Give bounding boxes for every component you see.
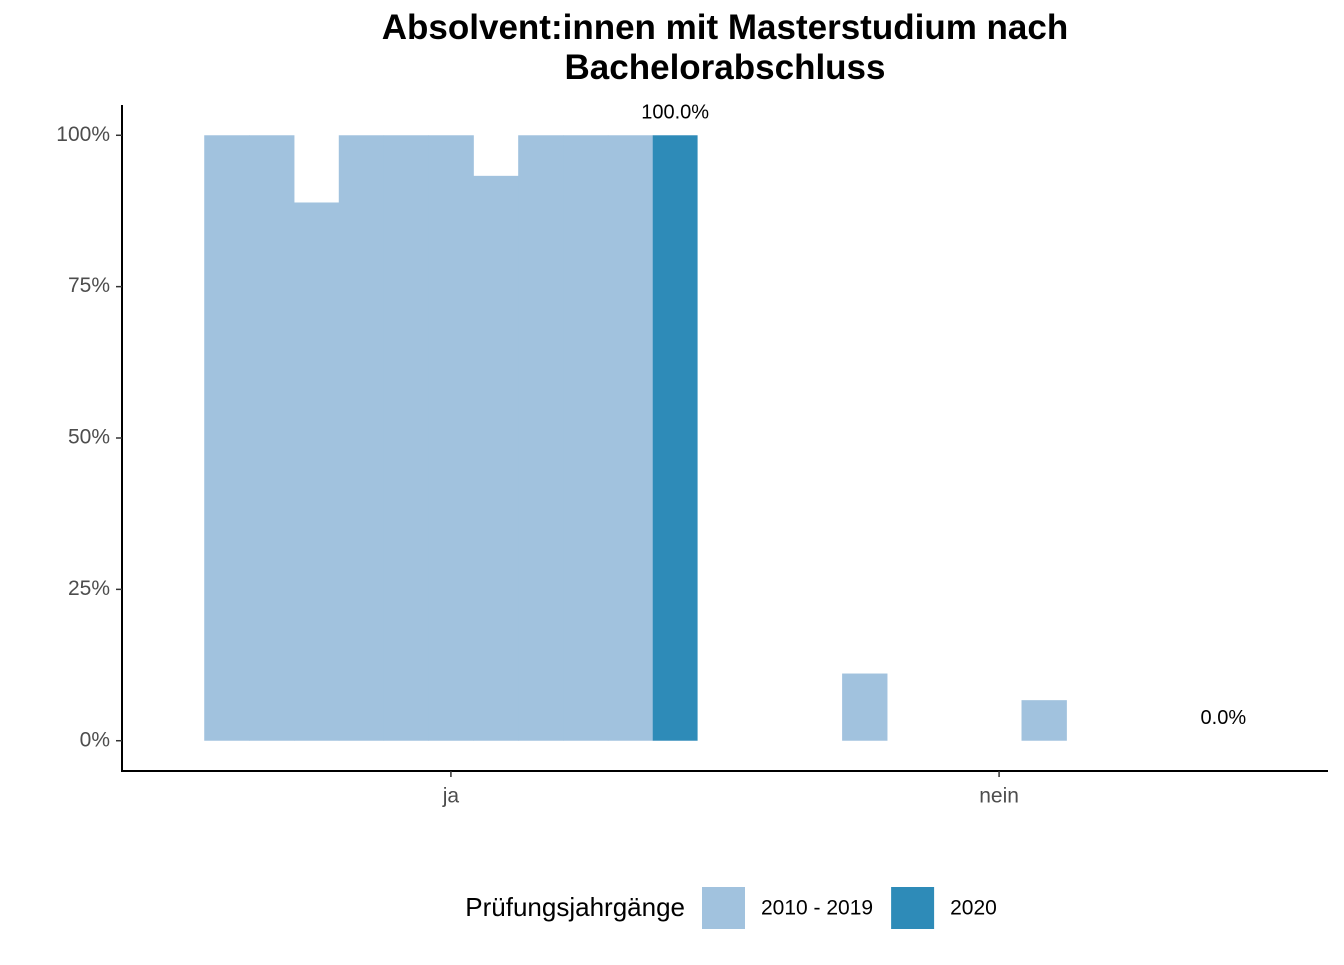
bar xyxy=(652,135,698,741)
legend-swatch xyxy=(891,887,935,929)
x-tick-label: nein xyxy=(979,785,1019,808)
y-tick-label: 0% xyxy=(80,728,110,751)
bar xyxy=(518,135,564,741)
bar xyxy=(293,202,340,741)
bar xyxy=(428,135,474,741)
y-tick-label: 25% xyxy=(68,577,110,600)
chart-title: Absolvent:innen mit Masterstudium nach Ba… xyxy=(382,8,1068,87)
y-tick-label: 50% xyxy=(68,426,110,449)
bar xyxy=(338,135,385,741)
value-label: 0.0% xyxy=(1201,707,1247,729)
x-tick-label: ja xyxy=(442,785,460,808)
bar xyxy=(842,673,888,741)
legend-swatch xyxy=(702,887,745,929)
legend-label: 2020 xyxy=(950,897,997,920)
bar xyxy=(383,135,429,741)
bar xyxy=(473,175,519,741)
legend-label: 2010 - 2019 xyxy=(761,897,873,920)
y-tick-label: 75% xyxy=(68,274,110,297)
bar xyxy=(249,135,295,741)
bar xyxy=(1021,700,1067,741)
y-tick-label: 100% xyxy=(56,123,110,146)
bar xyxy=(563,135,609,741)
bar xyxy=(204,135,250,741)
legend-title: Prüfungsjahrgänge xyxy=(465,892,685,922)
bar xyxy=(607,135,654,741)
value-label: 100.0% xyxy=(641,102,709,124)
